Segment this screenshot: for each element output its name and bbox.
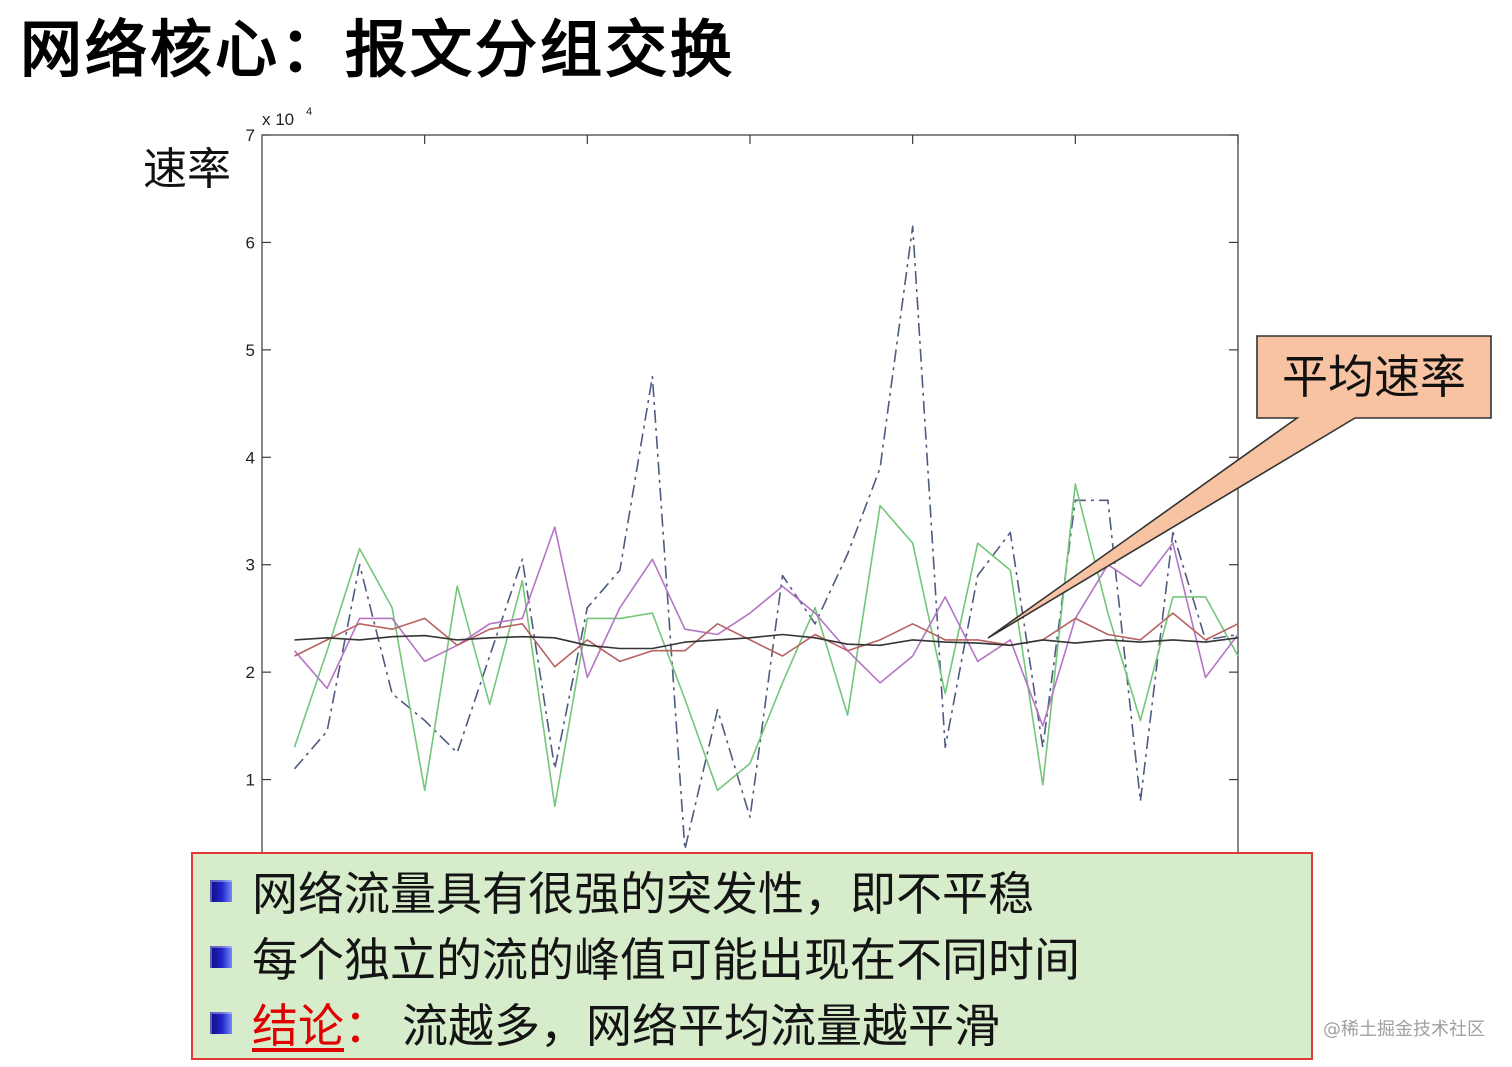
y-tick-label: 5: [246, 341, 255, 360]
series-line-1: [293, 225, 1239, 851]
y-tick-label: 2: [246, 663, 255, 682]
notes-box: 网络流量具有很强的突发性，即不平稳 每个独立的流的峰值可能出现在不同时间 结论 …: [191, 852, 1313, 1060]
y-tick-label: 4: [246, 448, 255, 467]
y-tick-label: 6: [246, 233, 255, 252]
y-axis-label: 速率: [143, 144, 231, 195]
slide-title: 网络核心：报文分组交换: [20, 13, 736, 86]
series-line-4: [294, 612, 1239, 668]
series-line-3: [293, 526, 1239, 727]
conclusion-label: 结论: [252, 999, 344, 1053]
series-line-2: [293, 483, 1239, 808]
conclusion-colon: ：: [344, 999, 390, 1053]
square-bullet-icon: [210, 880, 232, 902]
callout-label: 平均速率: [1282, 350, 1466, 404]
y-tick-label: 3: [246, 556, 255, 575]
conclusion-text: 流越多，网络平均流量越平滑: [402, 999, 1000, 1053]
plot-frame: [261, 134, 1239, 888]
square-bullet-icon: [210, 946, 232, 968]
bullet-text: 网络流量具有很强的突发性，即不平稳: [252, 867, 1034, 921]
bullet-text: 每个独立的流的峰值可能出现在不同时间: [252, 933, 1080, 987]
series-line-5: [294, 633, 1239, 650]
y-multiplier-exponent: 4: [306, 106, 312, 118]
y-tick-label: 7: [246, 126, 255, 145]
bullet-item: 每个独立的流的峰值可能出现在不同时间: [193, 924, 1311, 990]
conclusion-item: 结论 ： 流越多，网络平均流量越平滑: [193, 990, 1311, 1056]
bullet-item: 网络流量具有很强的突发性，即不平稳: [193, 858, 1311, 924]
y-tick-label: 1: [246, 771, 255, 790]
watermark: @稀土掘金技术社区: [1323, 1019, 1485, 1040]
y-multiplier-label: x 10: [262, 110, 294, 129]
square-bullet-icon: [210, 1012, 232, 1034]
average-rate-callout: [987, 335, 1492, 639]
